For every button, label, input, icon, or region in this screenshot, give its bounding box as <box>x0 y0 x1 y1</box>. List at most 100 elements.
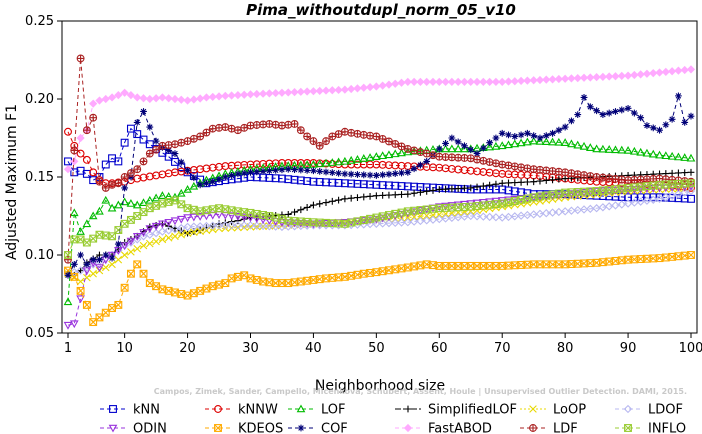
data-point <box>227 124 236 133</box>
data-point <box>139 232 148 241</box>
data-point <box>674 152 683 161</box>
data-point <box>139 135 148 144</box>
data-point <box>101 195 111 204</box>
data-point <box>133 235 142 244</box>
data-point <box>535 136 545 145</box>
data-point <box>397 148 406 157</box>
data-point <box>77 251 84 259</box>
data-point <box>151 94 161 103</box>
data-point <box>410 165 418 173</box>
series-line <box>67 131 692 189</box>
data-point <box>517 131 525 139</box>
chart-title: Pima_withoutdupl_norm_05_v10 <box>246 1 516 19</box>
data-point <box>365 219 375 229</box>
data-point <box>127 248 135 256</box>
data-point <box>416 212 425 221</box>
data-point <box>485 158 494 166</box>
data-point <box>623 71 633 80</box>
data-point <box>196 181 204 189</box>
data-point <box>391 170 399 177</box>
data-point <box>133 244 142 253</box>
data-point <box>164 141 173 149</box>
data-point <box>114 157 123 166</box>
data-point <box>423 158 431 165</box>
data-point <box>101 160 110 169</box>
legend-label: LDOF <box>648 403 683 418</box>
data-point <box>542 166 551 175</box>
data-point <box>435 210 444 219</box>
data-point <box>617 175 626 184</box>
data-point <box>403 423 413 433</box>
data-point <box>139 269 148 278</box>
data-point <box>554 207 564 217</box>
data-point <box>485 142 494 151</box>
data-point <box>239 213 249 222</box>
data-point <box>674 189 683 199</box>
data-point <box>277 222 287 232</box>
data-point <box>384 80 394 89</box>
data-point <box>95 313 104 322</box>
data-point <box>404 168 412 176</box>
legend-item-kdeos: KDEOS <box>205 422 283 434</box>
data-point <box>630 146 639 155</box>
data-point <box>89 318 98 327</box>
data-point <box>297 206 305 214</box>
data-point <box>365 153 375 161</box>
data-point <box>139 157 148 166</box>
data-point <box>258 216 268 224</box>
data-point <box>504 212 513 222</box>
data-point <box>108 232 117 241</box>
data-point <box>202 226 211 235</box>
data-point <box>120 173 129 181</box>
data-point <box>453 144 463 153</box>
y-axis-label: Adjusted Maximum F1 <box>4 104 20 260</box>
data-point <box>139 198 148 207</box>
data-point <box>271 222 280 231</box>
data-point <box>611 201 620 210</box>
data-point <box>417 161 424 169</box>
data-point <box>479 144 487 152</box>
x-tick-label: 1 <box>64 341 72 356</box>
x-tick-label: 30 <box>242 341 259 356</box>
data-point <box>517 178 525 186</box>
legend-label: LoOP <box>553 403 586 418</box>
data-point <box>441 214 450 223</box>
data-point <box>366 171 374 179</box>
data-point <box>523 178 531 186</box>
series-line <box>67 127 692 200</box>
data-point <box>347 220 356 230</box>
data-point <box>624 104 632 112</box>
data-point <box>234 170 242 178</box>
data-point <box>328 221 337 230</box>
data-point <box>579 205 589 214</box>
data-point <box>196 94 205 103</box>
data-point <box>554 74 563 84</box>
data-point <box>447 213 457 223</box>
data-point <box>391 191 399 199</box>
data-point <box>554 167 563 176</box>
data-point <box>76 227 85 235</box>
data-point <box>585 188 595 197</box>
data-point <box>442 140 449 147</box>
data-point <box>668 169 676 177</box>
data-point <box>580 94 588 101</box>
data-point <box>164 94 173 103</box>
data-point <box>354 194 361 201</box>
data-point <box>642 148 652 157</box>
data-point <box>70 260 78 268</box>
data-point <box>228 172 236 179</box>
data-point <box>593 107 601 115</box>
data-point <box>403 77 412 86</box>
data-point <box>561 74 570 83</box>
data-point <box>272 166 280 174</box>
data-point <box>479 212 488 221</box>
data-point <box>478 199 488 207</box>
data-point <box>447 144 457 153</box>
data-point <box>82 155 91 164</box>
data-point <box>114 179 123 188</box>
data-point <box>366 131 375 140</box>
data-point <box>536 177 544 185</box>
data-point <box>277 88 287 97</box>
data-point <box>126 124 135 133</box>
data-point <box>176 215 186 224</box>
